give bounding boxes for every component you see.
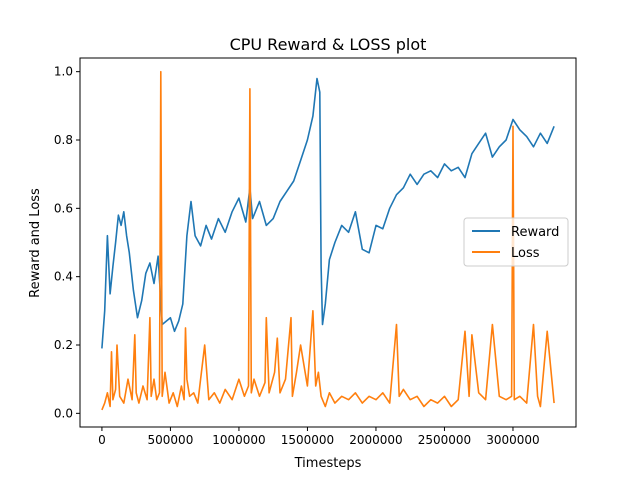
- legend: Reward Loss: [463, 217, 569, 267]
- series-line-loss: [101, 70, 555, 411]
- x-tick-label: 2500000: [418, 433, 471, 447]
- x-tick-label: 500000: [148, 433, 194, 447]
- chart-title: CPU Reward & LOSS plot: [230, 35, 427, 54]
- legend-label-loss: Loss: [511, 246, 540, 261]
- x-tick-label: 3000000: [486, 433, 539, 447]
- plot-area: [101, 70, 555, 411]
- y-tick-label: 1.0: [54, 65, 73, 79]
- x-tick-label: 1000000: [212, 433, 265, 447]
- y-tick-label: 0.4: [54, 270, 73, 284]
- y-tick-label: 0.0: [54, 406, 73, 420]
- x-axis-label: Timesteps: [294, 456, 362, 471]
- legend-label-reward: Reward: [511, 225, 559, 240]
- x-tick-label: 0: [98, 433, 106, 447]
- x-tick-label: 2000000: [349, 433, 402, 447]
- x-axis-ticks: 0 500000 1000000 1500000 2000000 2500000 30000…: [98, 427, 540, 447]
- axes-frame: [79, 57, 577, 428]
- axes-border: [79, 57, 577, 428]
- series-line-reward: [101, 77, 555, 349]
- y-axis-ticks: 0.0 0.2 0.4 0.6 0.8 1.0: [54, 65, 80, 420]
- y-tick-label: 0.8: [54, 133, 73, 147]
- y-tick-label: 0.6: [54, 201, 73, 215]
- y-tick-label: 0.2: [54, 338, 73, 352]
- x-tick-label: 1500000: [281, 433, 334, 447]
- y-axis-label: Reward and Loss: [28, 188, 43, 298]
